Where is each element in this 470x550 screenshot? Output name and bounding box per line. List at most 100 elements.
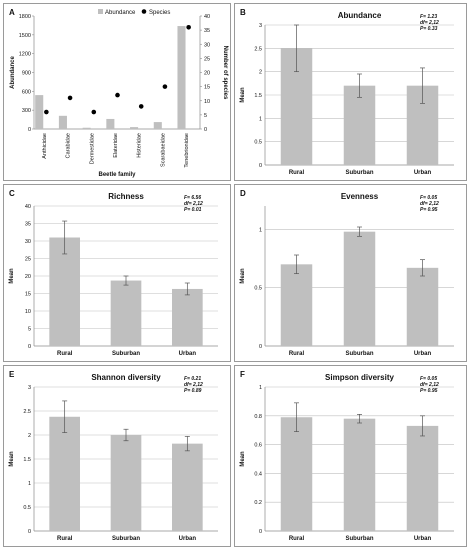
- stat-line: df= 2,12: [184, 201, 203, 207]
- y-axis-label: Mean: [240, 87, 246, 103]
- y-tick-label: 3: [28, 385, 31, 391]
- y-tick-label: 0: [28, 127, 31, 133]
- x-tick-label: Carabidae: [66, 133, 72, 158]
- y-tick-label: 5: [28, 327, 31, 333]
- bar-abundance-carabidae: [58, 115, 67, 129]
- point-species-scarabaeidae: [162, 84, 168, 89]
- chart-title: Simpson diversity: [325, 373, 394, 382]
- x-axis-label: Beetle family: [98, 172, 136, 178]
- y-tick-label: 0: [28, 344, 31, 350]
- y-tick-label: 2.5: [23, 409, 31, 415]
- y-tick-label: 0: [259, 344, 262, 350]
- y-right-tick-label: 5: [204, 113, 207, 119]
- chart-title: Abundance: [338, 11, 382, 20]
- y-tick-label: 1800: [19, 14, 31, 20]
- x-tick-label: Rural: [57, 351, 73, 357]
- bar-rural: [49, 416, 80, 531]
- chart-svg: E Shannon diversity 0 0.5 1 1.5 2 2.5 3 Rural Subu…: [9, 370, 218, 542]
- chart-title: Evenness: [341, 192, 379, 201]
- bar-suburban: [343, 85, 376, 165]
- panel-letter: A: [9, 8, 15, 17]
- stat-line: P= 0.33: [420, 26, 438, 32]
- x-tick-label: Suburban: [346, 351, 374, 357]
- y-tick-label: 25: [25, 257, 31, 263]
- y-right-tick-label: 25: [204, 56, 210, 62]
- point-species-dermestidae: [91, 109, 97, 115]
- bar-suburban: [343, 231, 376, 346]
- y-tick-label: 1.5: [23, 457, 31, 463]
- bar-abundance-elateridae: [106, 118, 115, 129]
- bar-rural: [280, 264, 313, 346]
- y-tick-label: 20: [25, 274, 31, 280]
- y-tick-label: 0: [259, 529, 262, 535]
- bar-rural: [280, 417, 313, 531]
- y-tick-label: 2: [28, 433, 31, 439]
- x-tick-label: Anthicidae: [42, 133, 48, 159]
- bar-abundance-dermestidae: [82, 127, 91, 129]
- y-tick-label: 1500: [19, 33, 31, 39]
- y-axis-right-label: Number of species: [222, 46, 228, 100]
- stat-line: F= 0.21: [184, 376, 201, 382]
- y-tick-label: 0.5: [23, 505, 31, 511]
- bar-urban: [406, 425, 439, 531]
- stat-line: P= 0.95: [420, 207, 438, 213]
- x-tick-label: Suburban: [112, 536, 140, 542]
- x-tick-label: Urban: [414, 351, 432, 357]
- x-tick-label: Rural: [289, 536, 305, 542]
- y-tick-label: 1: [259, 385, 262, 391]
- point-species-anthicidae: [44, 109, 49, 115]
- y-right-tick-label: 35: [204, 28, 210, 34]
- bar-suburban: [110, 280, 142, 346]
- stat-line: F= 0.05: [420, 376, 437, 382]
- y-axis-label: Mean: [9, 451, 15, 467]
- y-tick-label: 0.5: [254, 286, 262, 292]
- y-tick-label: 0: [259, 163, 262, 169]
- y-axis-label: Mean: [9, 268, 15, 284]
- y-tick-label: 0.6: [254, 443, 262, 449]
- y-tick-label: 40: [25, 204, 31, 210]
- y-right-tick-label: 40: [204, 14, 210, 20]
- point-species-tenebrionidae: [186, 25, 191, 30]
- panel-c: C Richness 0 5 10 15 20 25 30 35 40 Rural Suburban Ur…: [3, 184, 231, 362]
- panel-letter: D: [240, 189, 246, 198]
- stat-line: P= 0.89: [184, 388, 202, 394]
- x-tick-label: Urban: [179, 536, 197, 542]
- y-right-tick-label: 10: [204, 99, 210, 105]
- x-tick-label: Suburban: [112, 351, 140, 357]
- x-tick-label: Rural: [57, 536, 73, 542]
- point-species-elateridae: [115, 92, 120, 98]
- chart-svg: F Simpson diversity 0 0.2 0.4 0.6 0.8 1 Rural Sub…: [240, 370, 454, 542]
- y-tick-label: 900: [22, 71, 31, 77]
- y-tick-label: 0.5: [254, 140, 262, 146]
- chart-svg: B Abundance 0 0.5 1 1.5 2 2.5 3 Rural Suburban Urba…: [240, 8, 454, 176]
- bar-rural: [49, 237, 80, 346]
- panel-letter: F: [240, 370, 245, 379]
- y-tick-label: 1.5: [254, 93, 262, 99]
- x-tick-label: Rural: [289, 170, 305, 176]
- panel-e: E Shannon diversity 0 0.5 1 1.5 2 2.5 3 Rural Subu…: [3, 365, 231, 547]
- y-tick-label: 0.8: [254, 414, 262, 420]
- stat-line: F= 1.23: [420, 14, 437, 20]
- y-axis-label: Abundance: [10, 56, 16, 89]
- panel-letter: B: [240, 8, 246, 17]
- x-tick-label: Histeridae: [137, 133, 143, 158]
- x-tick-label: Tenebrionidae: [184, 133, 190, 168]
- bar-suburban: [110, 435, 142, 531]
- legend-label-abundance: Abundance: [105, 10, 136, 16]
- x-tick-label: Scarabaeidae: [160, 133, 166, 167]
- chart-title: Shannon diversity: [91, 373, 161, 382]
- point-species-carabidae: [67, 95, 73, 101]
- bar-abundance-tenebrionidae: [177, 26, 186, 129]
- bar-urban: [172, 443, 203, 531]
- y-right-tick-label: 0: [204, 127, 207, 133]
- legend-marker-species: [141, 9, 147, 14]
- panel-letter: E: [9, 370, 15, 379]
- stat-line: df= 2,12: [420, 382, 439, 388]
- y-right-tick-label: 30: [204, 42, 210, 48]
- panel-d: D Evenness 0 0.5 1 Rural Suburban Urban Mean F= 0…: [234, 184, 467, 362]
- panel-b: B Abundance 0 0.5 1 1.5 2 2.5 3 Rural Suburban Urba…: [234, 3, 467, 181]
- x-tick-label: Elateridae: [113, 133, 119, 158]
- chart-svg: C Richness 0 5 10 15 20 25 30 35 40 Rural Suburban Ur…: [9, 189, 218, 357]
- stat-line: F= 6.56: [184, 195, 201, 201]
